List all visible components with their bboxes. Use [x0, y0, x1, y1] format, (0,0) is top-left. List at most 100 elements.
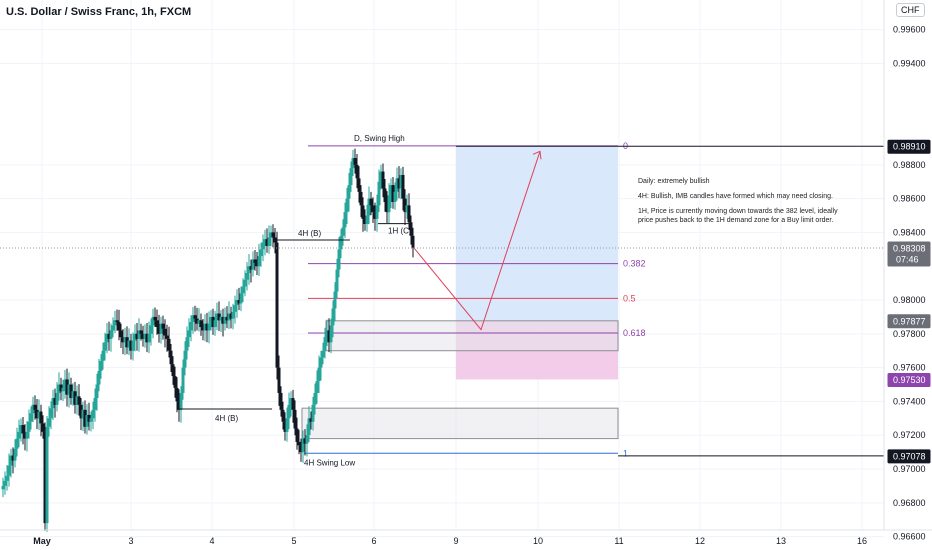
candle-body — [277, 367, 281, 393]
candle-body — [103, 342, 107, 351]
candle-body — [305, 435, 309, 444]
candle-body — [65, 379, 69, 395]
time-tick-10: 10 — [533, 536, 543, 546]
candle-body — [287, 404, 291, 419]
label-4h-b-upper: 4H (B) — [298, 229, 321, 238]
currency-button[interactable]: CHF — [896, 3, 925, 17]
candle-body — [291, 398, 295, 410]
candle-body — [63, 379, 67, 388]
candle-body — [53, 398, 57, 405]
candle-body — [13, 448, 17, 461]
candle-body — [331, 308, 335, 326]
candle-body — [33, 404, 37, 410]
candle-body — [271, 232, 275, 238]
candle-body — [255, 262, 259, 267]
candle-body — [115, 320, 119, 322]
candle-body — [321, 350, 325, 358]
candle-body — [323, 337, 327, 351]
candle-body — [125, 337, 129, 348]
candle-body — [353, 158, 357, 165]
candle-body — [237, 300, 241, 304]
time-tick-May: May — [33, 536, 51, 546]
candle-body — [319, 357, 323, 368]
candle-body — [127, 340, 131, 348]
candle-body — [299, 445, 303, 453]
price-tick: 0.96600 — [893, 532, 926, 542]
candle-body — [199, 320, 203, 328]
time-tick-16: 16 — [857, 536, 867, 546]
candle-body — [159, 323, 163, 334]
candle-body — [3, 480, 7, 486]
candle-body — [29, 413, 33, 422]
candle-body — [285, 418, 289, 432]
candle-body — [129, 340, 133, 351]
candle-body — [81, 409, 85, 419]
candle-body — [73, 391, 77, 405]
candle-body — [411, 235, 415, 248]
candle-body — [17, 431, 21, 439]
price-tick: 0.98800 — [893, 160, 926, 170]
candle-body — [59, 384, 63, 392]
candle-body — [311, 404, 315, 422]
candle-body — [187, 330, 191, 338]
candle-body — [151, 316, 155, 326]
price-label-text: 0.97530 — [893, 375, 926, 385]
candle-body — [171, 364, 175, 377]
candle-body — [241, 286, 245, 294]
candle-body — [51, 398, 55, 409]
candle-body — [23, 433, 27, 439]
candle-body — [47, 418, 51, 427]
price-label-0.98308 — [887, 241, 931, 267]
candle-body — [211, 316, 215, 328]
candle-body — [267, 237, 271, 246]
candle-body — [397, 178, 401, 189]
demand-zone-4h — [301, 407, 619, 440]
candle-body — [301, 438, 305, 453]
candle-body — [5, 475, 9, 481]
price-label-text: 0.98308 — [893, 243, 926, 253]
candle-body — [223, 316, 227, 324]
price-tick: 0.97200 — [893, 430, 926, 440]
candle-body — [337, 249, 341, 270]
candle-body — [263, 239, 267, 243]
candle-body — [109, 330, 113, 339]
candle-body — [377, 181, 381, 206]
candle-body — [395, 178, 399, 192]
candle-body — [269, 232, 273, 238]
price-tick: 0.98600 — [893, 194, 926, 204]
candle-body — [183, 350, 187, 368]
price-tick: 0.98000 — [893, 295, 926, 305]
candle-body — [149, 325, 153, 334]
candle-body — [95, 384, 99, 399]
price-tick: 0.99600 — [893, 25, 926, 35]
candle-body — [173, 376, 177, 388]
price-label-text: 0.98910 — [893, 142, 926, 152]
candle-body — [85, 414, 89, 427]
candle-body — [75, 396, 79, 405]
note-line-3: price pushes back to the 1H demand zone … — [638, 217, 833, 224]
candle-body — [279, 392, 283, 410]
candle-body — [389, 185, 393, 196]
grid — [0, 0, 884, 538]
candle-body — [45, 426, 49, 524]
label-4h-b-lower: 4H (B) — [215, 414, 238, 423]
candle-body — [83, 409, 87, 427]
price-label-sub: 07:46 — [896, 254, 919, 264]
candle-body — [229, 313, 233, 319]
candle-body — [89, 418, 93, 422]
candles — [1, 148, 415, 532]
candle-body — [37, 411, 41, 419]
candle-body — [135, 333, 139, 339]
candle-body — [317, 367, 321, 382]
candle-body — [379, 171, 383, 182]
candle-body — [369, 198, 373, 206]
candle-body — [147, 333, 151, 343]
candle-body — [295, 428, 299, 442]
candle-body — [191, 315, 195, 322]
candle-body — [309, 418, 313, 422]
candle-body — [139, 330, 143, 334]
price-label-0.97078 — [887, 449, 931, 464]
candle-body — [193, 315, 197, 319]
chart-title: U.S. Dollar / Swiss Franc, 1h, FXCM — [6, 6, 192, 18]
